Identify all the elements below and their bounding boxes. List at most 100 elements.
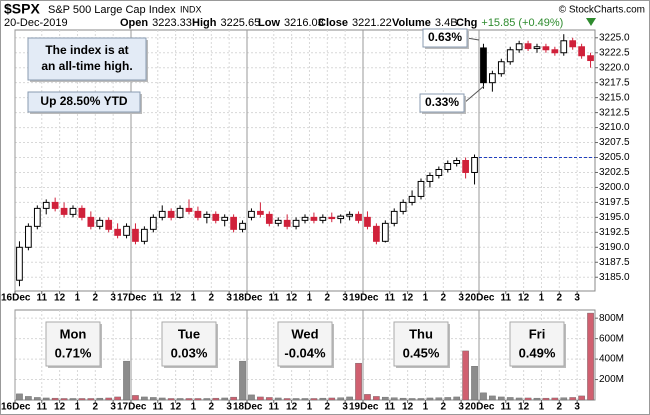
- candle-body: [346, 213, 353, 217]
- y-tick-label: 3215.0: [599, 92, 630, 103]
- candle-body: [167, 210, 175, 218]
- x-tick-label: 3: [342, 293, 348, 304]
- stat-value: 3216.03: [284, 17, 324, 29]
- volume-bar: [444, 397, 452, 401]
- candle-body: [132, 228, 139, 242]
- volume-bar: [149, 397, 157, 401]
- volume-bar: [301, 398, 309, 401]
- x-tick-label: 20Dec: [465, 293, 495, 304]
- candle-body: [319, 216, 327, 221]
- candle-body: [524, 43, 532, 50]
- x-tick-label: 3: [226, 402, 232, 413]
- x-tick-label: 1: [75, 402, 81, 413]
- candle-body: [381, 222, 389, 242]
- stat-label: Chg: [456, 17, 477, 29]
- x-tick-label: 12: [54, 402, 66, 413]
- day-name: Thu: [409, 326, 433, 341]
- candle-body: [373, 225, 380, 242]
- candle-body: [185, 207, 193, 212]
- candle-body: [96, 219, 104, 227]
- volume-bar: [462, 350, 469, 401]
- candle-body: [578, 46, 585, 57]
- x-tick-label: 19Dec: [349, 402, 379, 413]
- y-tick-label: 3222.5: [599, 47, 630, 58]
- candle-body: [471, 157, 478, 173]
- stat: High 3225.65: [192, 17, 260, 29]
- candle-body: [328, 216, 336, 220]
- annotation-arrow: [463, 85, 485, 104]
- candle-body: [149, 216, 157, 230]
- candle-body: [203, 213, 211, 218]
- day-box: [45, 321, 101, 367]
- day-box: [393, 321, 449, 367]
- x-tick-label: 19Dec: [349, 293, 379, 304]
- volume-bar: [132, 395, 139, 401]
- x-tick-label: 1: [191, 402, 197, 413]
- y-tick-label: 3185.0: [599, 272, 630, 283]
- y-tick-label: 200M: [599, 374, 624, 385]
- candle-body: [292, 219, 300, 227]
- x-tick-label: 3: [226, 293, 232, 304]
- x-tick-label: 11: [268, 293, 279, 304]
- candle-body: [16, 246, 23, 281]
- volume-bar: [355, 362, 362, 401]
- annotation-text: Up 28.50% YTD: [40, 94, 127, 108]
- day-box: [161, 321, 217, 367]
- x-tick-label: 11: [500, 293, 511, 304]
- candle-body: [230, 216, 237, 230]
- candle-body: [69, 207, 77, 215]
- x-tick-label: 2: [441, 293, 447, 304]
- candle-body: [497, 61, 505, 75]
- volume-bar: [435, 397, 443, 401]
- volume-bar: [551, 397, 559, 401]
- volume-bar: [212, 397, 220, 401]
- x-tick-label: 12: [54, 293, 66, 304]
- y-tick-label: 3212.5: [599, 107, 630, 118]
- stat-value: 3.4B: [435, 17, 458, 29]
- candle-body: [542, 46, 550, 51]
- annotation-box: [419, 93, 465, 113]
- volume-bar: [310, 398, 318, 401]
- candle-body: [310, 216, 318, 221]
- x-tick-label: 16Dec: [1, 402, 31, 413]
- candle-body: [301, 216, 309, 221]
- candle-body: [408, 195, 416, 203]
- volume-bar: [105, 397, 113, 401]
- volume-bar: [221, 397, 229, 401]
- day-change: -0.04%: [284, 345, 326, 360]
- volume-bar: [230, 396, 237, 401]
- volume-bar: [480, 392, 487, 401]
- day-change: 0.45%: [403, 345, 440, 360]
- y-tick-label: 3187.5: [599, 257, 630, 268]
- x-tick-label: 3: [458, 293, 464, 304]
- volume-bar: [408, 398, 416, 401]
- candle-body: [123, 225, 130, 236]
- volume-bar: [69, 398, 77, 401]
- day-box: [277, 321, 333, 367]
- x-tick-label: 3: [458, 402, 464, 413]
- stat-label: Volume: [392, 17, 431, 29]
- day-change: 0.71%: [55, 345, 92, 360]
- symbol: $SPX: [4, 1, 40, 17]
- x-tick-label: 16Dec: [1, 293, 31, 304]
- x-tick-label: 12: [402, 402, 414, 413]
- stat-value: 3221.22: [352, 17, 392, 29]
- candle-body: [257, 210, 264, 215]
- candle-body: [42, 201, 50, 209]
- x-tick-label: 18Dec: [233, 293, 263, 304]
- candle-body: [417, 180, 425, 197]
- x-tick-label: 12: [286, 402, 298, 413]
- x-tick-label: 1: [539, 402, 545, 413]
- x-tick-label: 12: [518, 402, 530, 413]
- copyright: © StockCharts.com: [559, 5, 645, 16]
- x-tick-label: 2: [441, 402, 447, 413]
- volume-bar: [60, 398, 68, 401]
- candle-body: [480, 47, 487, 84]
- volume-bar: [506, 397, 514, 401]
- x-tick-label: 2: [209, 293, 215, 304]
- stat: Open 3223.33: [120, 17, 192, 29]
- volume-bar: [283, 398, 291, 401]
- x-tick-label: 12: [286, 293, 298, 304]
- day-name: Mon: [60, 326, 87, 341]
- x-tick-label: 11: [500, 402, 511, 413]
